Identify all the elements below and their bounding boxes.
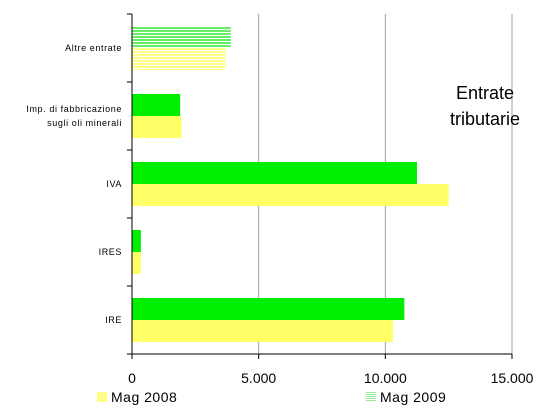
category-label-3-0: IRES <box>99 247 122 257</box>
x-tick-label-3: 15.000 <box>491 370 534 386</box>
chart-title-line-1: Entrate <box>456 83 514 103</box>
bar-mag-2008-1 <box>132 116 182 138</box>
bar-mag-2009-4 <box>132 298 405 320</box>
legend-label-mag-2008: Mag 2008 <box>111 389 177 405</box>
x-tick-label-2: 10.000 <box>364 370 407 386</box>
legend-label-mag-2009: Mag 2009 <box>380 389 446 405</box>
bars <box>132 26 449 342</box>
bar-mag-2008-0 <box>132 48 226 70</box>
category-label-2-0: IVA <box>106 179 122 189</box>
bar-mag-2009-3 <box>132 230 141 252</box>
category-label-1-1: sugli oli minerali <box>47 118 122 128</box>
bar-mag-2008-4 <box>132 320 393 342</box>
x-tick-label-0: 0 <box>128 370 136 386</box>
bar-mag-2009-1 <box>132 94 181 116</box>
legend-swatch-mag-2008 <box>97 392 107 402</box>
legend-swatch-mag-2009 <box>366 392 376 402</box>
legend: Mag 2008 Mag 2009 <box>97 389 446 405</box>
category-label-1-0: Imp. di fabbricazione <box>26 104 122 114</box>
chart-title-line-2: tributarie <box>450 109 520 129</box>
axes <box>127 13 513 359</box>
category-label-4-0: IRE <box>105 315 122 325</box>
bar-mag-2009-2 <box>132 162 417 184</box>
category-label-0-0: Altre entrate <box>65 43 122 53</box>
bar-mag-2009-0 <box>132 26 231 48</box>
category-labels: Altre entrate Imp. di fabbricazione sugli … <box>26 43 122 325</box>
bar-mag-2008-3 <box>132 252 141 274</box>
tick-labels: 0 5.000 10.000 15.000 <box>128 370 534 386</box>
x-tick-label-1: 5.000 <box>241 370 276 386</box>
bar-mag-2008-2 <box>132 184 449 206</box>
